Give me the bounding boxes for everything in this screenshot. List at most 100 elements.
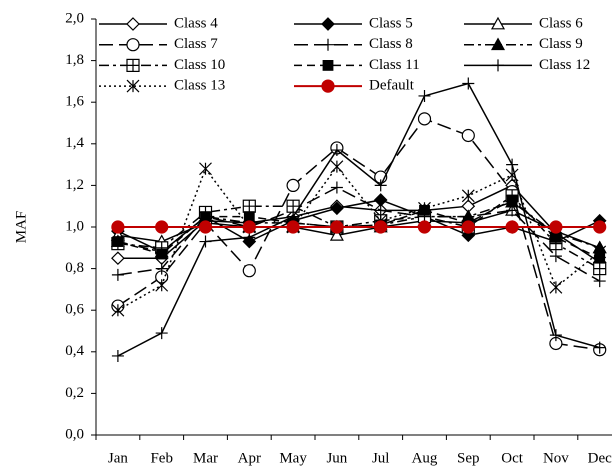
data-point	[374, 220, 388, 234]
data-point-part	[156, 248, 168, 260]
legend-label: Class 13	[174, 78, 225, 94]
y-axis-label: MAF	[13, 211, 29, 244]
data-point-part	[199, 162, 212, 176]
data-point	[330, 201, 344, 216]
data-point-part	[111, 268, 124, 281]
x-tick-label: Jan	[108, 450, 128, 466]
data-point	[330, 220, 344, 234]
legend-text-bg	[367, 56, 422, 75]
legend-text-bg	[172, 35, 220, 54]
data-point	[505, 168, 519, 182]
data-point	[330, 144, 343, 157]
data-point-part	[549, 280, 563, 294]
data-point	[330, 181, 343, 194]
data-point-part	[593, 341, 606, 354]
data-point	[243, 211, 255, 223]
data-point	[112, 236, 124, 247]
y-tick-label: 0,2	[65, 385, 84, 401]
data-point-part	[155, 262, 168, 275]
legend-marker	[322, 59, 334, 71]
data-point-part	[506, 194, 518, 206]
data-point	[417, 220, 432, 234]
data-point	[286, 220, 300, 234]
data-point	[155, 278, 169, 292]
data-point-part	[505, 168, 519, 182]
data-point-part	[330, 201, 344, 216]
legend-text-bg	[537, 15, 585, 33]
x-tick-label: Jul	[372, 450, 390, 466]
legend-marker	[126, 79, 140, 93]
data-point	[417, 112, 432, 126]
legend-marker-part	[321, 17, 335, 31]
data-point	[111, 349, 124, 362]
legend-text-bg	[172, 77, 228, 96]
data-point	[111, 220, 125, 234]
y-tick-label: 0,6	[65, 302, 84, 318]
legend-text-bg	[367, 35, 415, 54]
data-point	[593, 220, 607, 234]
data-point-part	[549, 220, 563, 234]
data-point	[111, 251, 125, 266]
x-tick-label: Feb	[150, 450, 173, 466]
x-tick-label: May	[279, 450, 307, 466]
x-tick-label: Aug	[412, 450, 438, 466]
y-tick-label: 1,6	[65, 94, 84, 110]
data-point	[462, 77, 475, 90]
data-point	[506, 158, 519, 171]
data-point	[199, 162, 212, 176]
legend-label: Class 4	[174, 15, 218, 31]
data-point	[505, 220, 519, 234]
x-tick-label: Apr	[238, 450, 261, 466]
legend-label: Class 7	[174, 36, 218, 52]
data-point	[418, 201, 431, 215]
series-line	[117, 82, 600, 357]
data-point-part	[506, 158, 519, 171]
data-point	[461, 220, 475, 234]
y-tick-label: 1,0	[65, 218, 84, 234]
x-tick-label: Jun	[326, 450, 347, 466]
legend-label: Default	[369, 78, 415, 94]
series-line	[117, 165, 601, 311]
data-point	[155, 220, 169, 234]
data-point	[199, 235, 212, 248]
data-point-part	[593, 262, 606, 275]
data-point-part	[155, 278, 169, 292]
data-point-part	[417, 220, 432, 234]
legend-label: Class 5	[369, 15, 413, 31]
y-tick-label: 0,0	[65, 426, 84, 442]
data-point	[111, 303, 125, 317]
legend-marker	[321, 79, 335, 93]
legend-marker-part	[321, 79, 335, 93]
data-point	[506, 194, 518, 206]
y-tick-label: 1,4	[65, 135, 84, 151]
legend-marker	[126, 58, 140, 73]
data-point-part	[461, 128, 475, 143]
data-point	[242, 264, 256, 278]
y-tick-label: 1,8	[65, 52, 84, 68]
y-tick-label: 0,4	[65, 343, 84, 359]
legend-marker	[490, 16, 506, 30]
legend-text-bg	[537, 35, 585, 54]
x-tick-label: Nov	[543, 450, 569, 466]
legend-marker-part	[490, 16, 506, 30]
legend-label: Class 6	[539, 15, 583, 31]
data-point-part	[330, 181, 343, 194]
data-point-part	[242, 220, 256, 234]
data-point-part	[329, 228, 344, 241]
series-line	[117, 194, 601, 270]
data-point-part	[330, 220, 344, 234]
data-point	[374, 179, 387, 192]
series-line	[117, 186, 601, 282]
data-point	[593, 275, 606, 288]
data-point-part	[286, 178, 300, 192]
data-point-part	[330, 160, 344, 174]
data-point-part	[155, 327, 168, 340]
legend-label: Class 9	[539, 36, 583, 52]
data-point-part	[593, 275, 606, 288]
data-point-part	[286, 220, 300, 234]
data-point	[549, 280, 563, 294]
legend-marker-part	[126, 38, 140, 52]
legend-label: Class 11	[369, 57, 420, 73]
legend-marker	[126, 17, 140, 31]
